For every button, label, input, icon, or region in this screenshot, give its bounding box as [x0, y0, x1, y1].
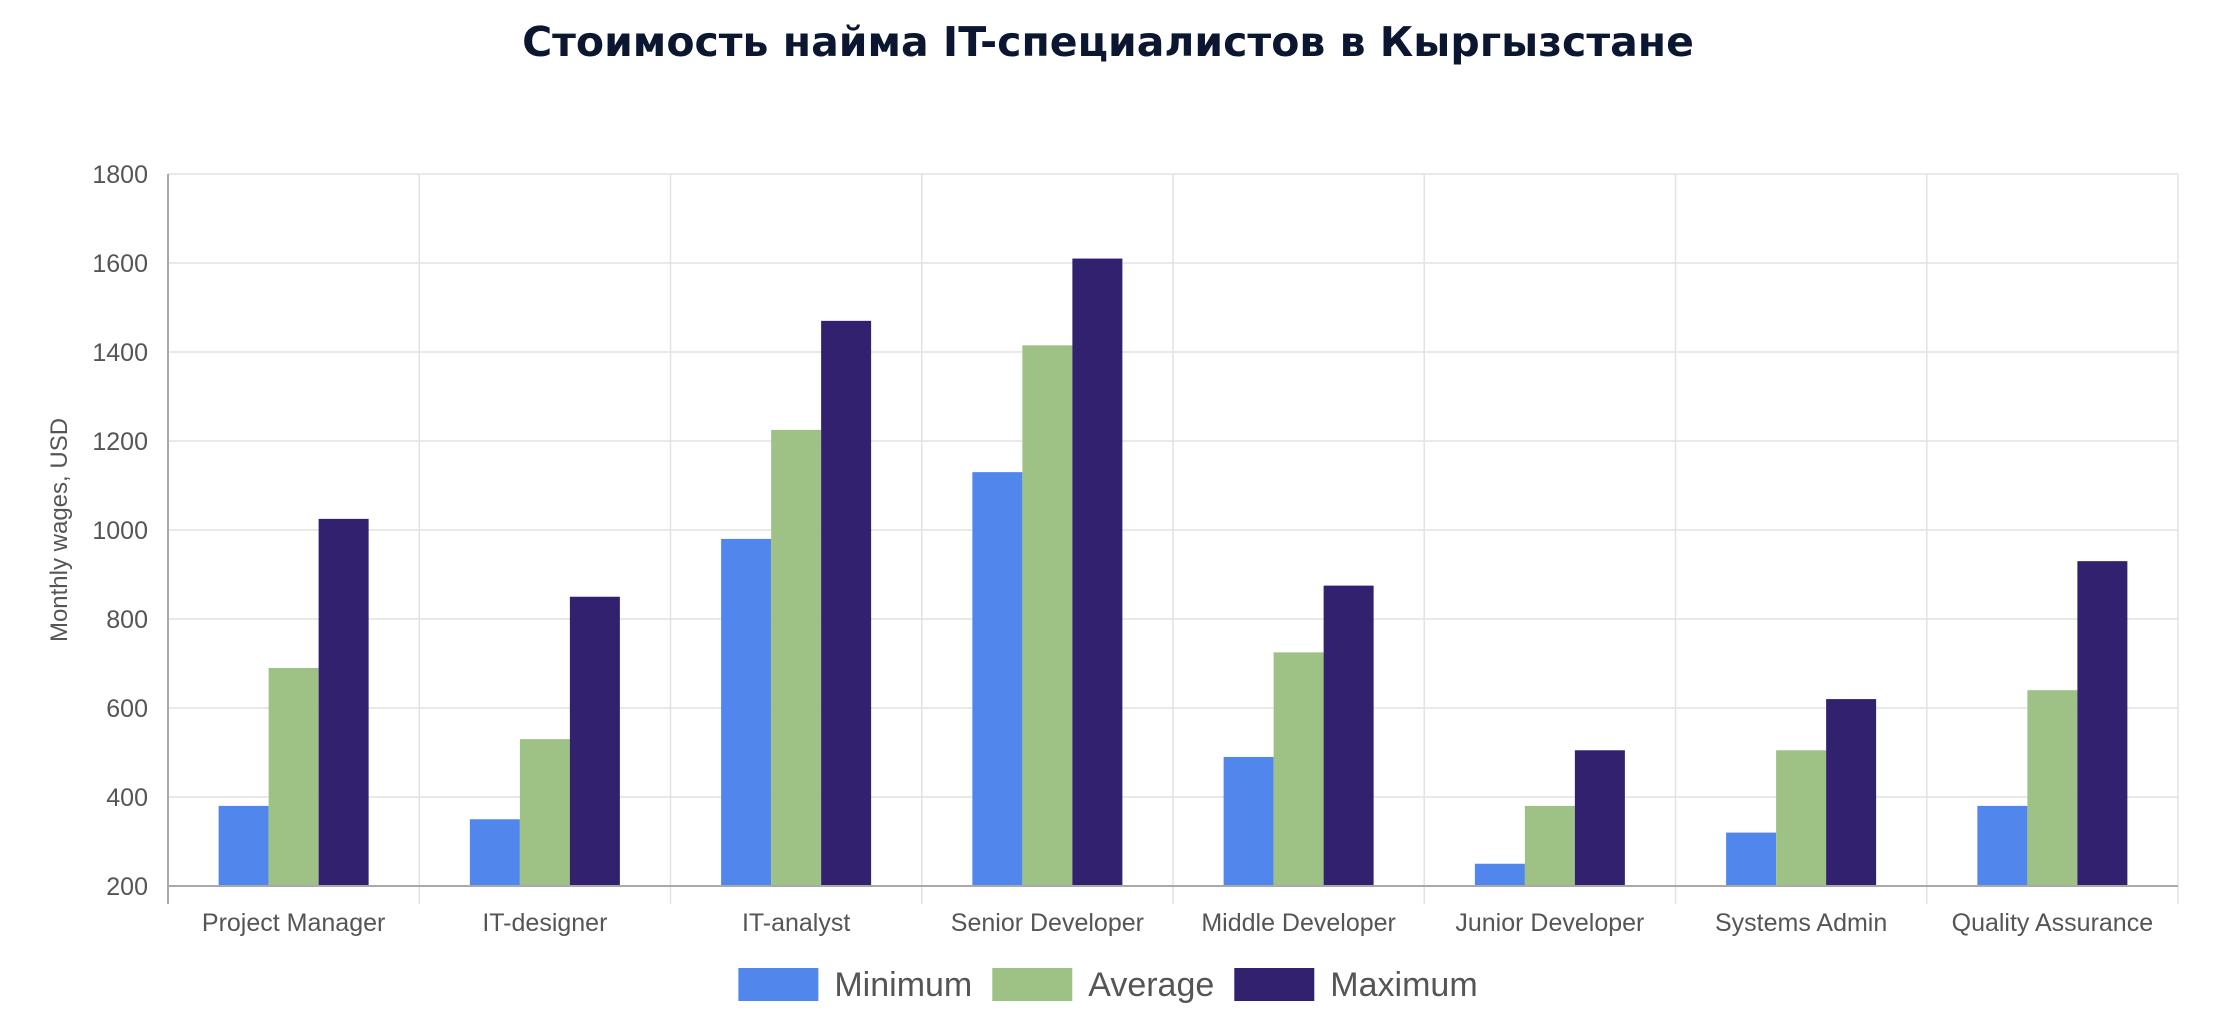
x-tick-label: Quality Assurance [1952, 909, 2154, 937]
y-axis-title: Monthly wages, USD [46, 418, 73, 642]
y-tick-label: 800 [106, 606, 148, 634]
bar-maximum[interactable] [1072, 258, 1123, 886]
bar-average[interactable] [1273, 652, 1324, 886]
y-tick-label: 600 [106, 695, 148, 723]
x-tick-label: Middle Developer [1201, 909, 1396, 937]
x-tick-label: Junior Developer [1455, 909, 1644, 937]
bar-minimum[interactable] [721, 538, 772, 886]
legend-label-maximum[interactable]: Maximum [1330, 966, 1477, 1004]
legend: Minimum Average Maximum [738, 966, 1478, 1004]
bar-average[interactable] [771, 429, 822, 886]
bar-maximum[interactable] [2077, 561, 2128, 886]
axis-layer [167, 174, 2178, 904]
x-tick-label: IT-designer [482, 909, 607, 937]
x-tick-label: IT-analyst [742, 909, 850, 937]
bar-maximum[interactable] [1323, 585, 1374, 886]
y-tick-label: 1200 [92, 428, 148, 456]
x-tick-label: Senior Developer [951, 909, 1144, 937]
bar-maximum[interactable] [1826, 699, 1877, 886]
bar-average[interactable] [1022, 345, 1073, 886]
legend-label-average[interactable]: Average [1088, 966, 1214, 1004]
y-tick-label: 1000 [92, 517, 148, 545]
bar-average[interactable] [2027, 690, 2078, 886]
legend-swatch-maximum[interactable] [1234, 968, 1315, 1001]
grid-layer [167, 173, 2179, 904]
x-tick-label: Systems Admin [1715, 909, 1887, 937]
bar-maximum[interactable] [821, 320, 872, 887]
bar-minimum[interactable] [1977, 805, 2028, 886]
y-tick-label: 1800 [92, 161, 148, 189]
bar-minimum[interactable] [972, 472, 1023, 886]
y-tick-label: 200 [106, 873, 148, 901]
y-tick-label: 1600 [92, 250, 148, 278]
bar-average[interactable] [519, 739, 570, 886]
bar-average[interactable] [268, 667, 319, 886]
bar-maximum[interactable] [318, 518, 369, 886]
bar-minimum[interactable] [218, 805, 269, 886]
y-tick-label: 400 [106, 784, 148, 812]
bar-maximum[interactable] [1574, 750, 1625, 886]
y-tick-label: 1400 [92, 339, 148, 367]
bar-minimum[interactable] [1223, 756, 1274, 886]
bar-average[interactable] [1524, 805, 1575, 886]
legend-swatch-average[interactable] [992, 968, 1073, 1001]
bar-average[interactable] [1776, 750, 1827, 886]
bar-minimum[interactable] [469, 819, 520, 886]
bar-minimum[interactable] [1474, 863, 1525, 886]
chart-title: Стоимость найма IT-специалистов в Кыргыз… [522, 18, 1694, 66]
bar-layer [218, 258, 2128, 887]
bar-maximum[interactable] [569, 596, 620, 886]
legend-label-minimum[interactable]: Minimum [834, 966, 972, 1004]
legend-swatch-minimum[interactable] [738, 968, 819, 1001]
label-layer: 200 400 600 800 1000 1200 1400 1600 1800 Project … [92, 161, 2153, 937]
bar-minimum[interactable] [1726, 832, 1777, 886]
x-tick-label: Project Manager [202, 909, 385, 937]
